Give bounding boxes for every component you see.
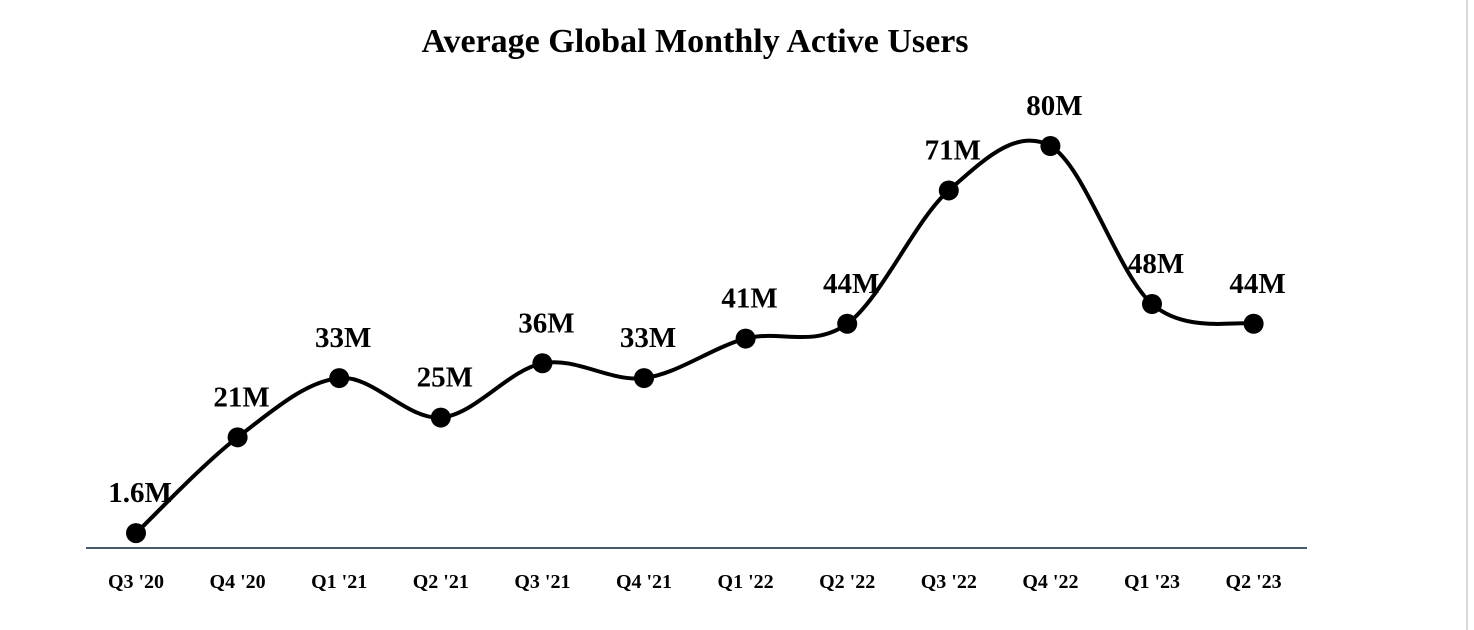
data-label: 1.6M <box>108 477 172 509</box>
x-tick-layer: Q3 '20 Q4 '20 Q1 '21 Q2 '21 Q3 '21 Q4 '21 Q1 '… <box>108 571 1282 593</box>
data-label: 21M <box>213 381 269 413</box>
data-point-marker <box>1243 313 1264 334</box>
x-tick-label: Q3 '20 <box>108 571 164 593</box>
x-tick-label: Q4 '21 <box>616 571 672 593</box>
data-label: 41M <box>721 283 777 315</box>
data-label: 44M <box>1229 268 1285 300</box>
data-point-marker <box>735 328 756 349</box>
data-point-marker <box>329 368 350 389</box>
data-label: 33M <box>315 322 371 354</box>
data-point-marker <box>430 407 451 428</box>
data-point-marker <box>1142 294 1162 314</box>
x-tick-label: Q3 '21 <box>514 571 570 593</box>
x-tick-label: Q3 '22 <box>921 571 977 593</box>
data-label: 44M <box>823 268 879 300</box>
data-label: 48M <box>1128 248 1184 280</box>
data-point-marker <box>227 427 248 448</box>
chart-title: Average Global Monthly Active Users <box>421 23 968 60</box>
data-label-layer: 1.6M 21M 33M 25M 36M 33M 41M 44M 71M 80M 48M 44M <box>108 90 1286 509</box>
x-tick-label: Q1 '21 <box>311 571 367 593</box>
x-tick-label: Q2 '23 <box>1226 571 1282 593</box>
data-label: 80M <box>1026 90 1082 122</box>
data-label: 25M <box>417 362 473 394</box>
x-tick-label: Q4 '22 <box>1022 571 1078 593</box>
data-point-marker <box>634 368 654 389</box>
x-tick-label: Q1 '22 <box>718 571 774 593</box>
data-point-marker <box>938 180 959 201</box>
data-point-marker <box>1040 136 1061 156</box>
x-tick-label: Q1 '23 <box>1124 571 1180 593</box>
data-label: 36M <box>518 307 574 339</box>
series-line <box>134 138 1256 536</box>
x-tick-label: Q2 '22 <box>819 571 875 593</box>
data-point-marker <box>126 523 146 544</box>
right-frame-divider <box>1466 0 1468 630</box>
data-label: 33M <box>620 322 676 354</box>
x-tick-label: Q2 '21 <box>413 571 469 593</box>
data-point-marker <box>837 313 858 334</box>
data-point-marker <box>532 353 553 374</box>
x-tick-label: Q4 '20 <box>210 571 266 593</box>
data-label: 71M <box>925 134 981 166</box>
marker-layer <box>126 136 1264 544</box>
